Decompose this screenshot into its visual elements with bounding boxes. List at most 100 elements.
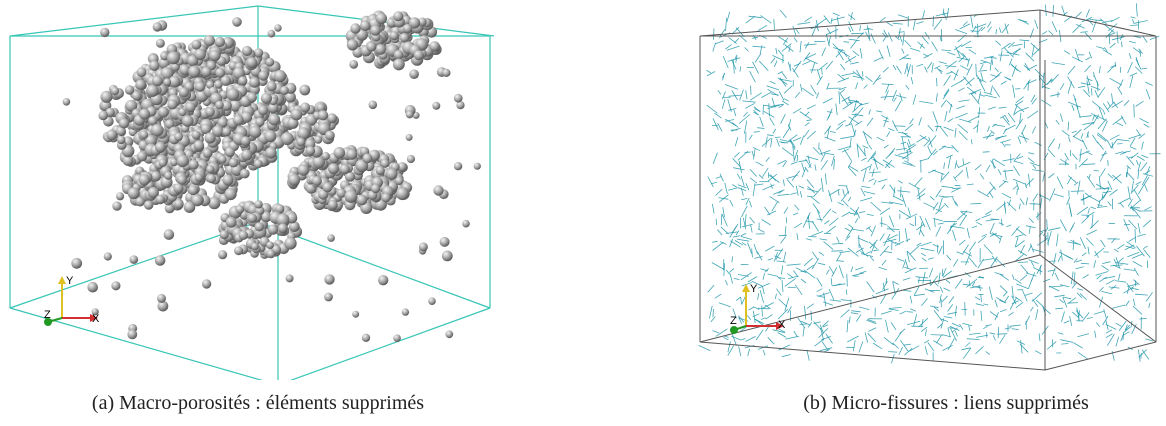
particle — [149, 60, 160, 71]
removed-link — [873, 179, 877, 186]
removed-link — [906, 142, 912, 153]
removed-link — [769, 81, 776, 85]
removed-link — [776, 288, 782, 296]
particle — [151, 123, 164, 137]
removed-link — [1028, 226, 1031, 234]
removed-link — [734, 240, 744, 246]
removed-link — [1063, 296, 1072, 300]
removed-link — [1002, 128, 1007, 135]
removed-link — [712, 240, 718, 243]
removed-link — [1111, 93, 1114, 103]
removed-link — [1070, 225, 1074, 231]
removed-link — [994, 312, 999, 321]
removed-link — [779, 141, 786, 144]
removed-link — [1071, 282, 1078, 289]
removed-link — [826, 126, 830, 139]
removed-link — [1073, 342, 1083, 349]
removed-link — [748, 134, 753, 140]
removed-link — [1145, 89, 1151, 100]
removed-link — [916, 21, 924, 25]
particle — [222, 174, 234, 186]
removed-link — [731, 256, 733, 263]
removed-link — [804, 305, 807, 320]
particle — [393, 334, 401, 343]
removed-link — [1017, 107, 1029, 112]
removed-link — [1126, 282, 1134, 293]
removed-link — [787, 273, 794, 278]
removed-link — [1004, 23, 1009, 35]
removed-link — [927, 257, 934, 260]
removed-link — [835, 103, 838, 116]
removed-link — [884, 251, 892, 254]
particle — [195, 81, 206, 92]
removed-link — [709, 305, 713, 319]
removed-link — [847, 161, 853, 168]
removed-link — [1011, 65, 1017, 77]
removed-link — [1017, 155, 1024, 160]
removed-link — [1047, 148, 1056, 158]
removed-link — [740, 175, 745, 187]
removed-link — [1081, 215, 1090, 224]
removed-link — [888, 148, 896, 157]
removed-link — [975, 63, 977, 77]
particle — [167, 99, 178, 110]
particle — [356, 194, 368, 206]
removed-link — [833, 47, 845, 52]
removed-link — [1072, 23, 1082, 33]
particle — [267, 29, 276, 38]
removed-link — [991, 159, 995, 169]
removed-link — [962, 347, 972, 360]
removed-link — [790, 161, 798, 165]
removed-link — [1012, 165, 1020, 176]
removed-link — [943, 12, 947, 21]
removed-link — [941, 171, 950, 181]
particle — [432, 101, 441, 110]
removed-link — [811, 62, 816, 74]
removed-link — [968, 241, 976, 252]
removed-link — [1127, 251, 1140, 258]
removed-link — [805, 158, 812, 168]
removed-link — [938, 222, 944, 225]
removed-link — [720, 213, 723, 225]
removed-link — [1134, 280, 1137, 287]
removed-link — [822, 97, 833, 104]
removed-link — [784, 226, 787, 236]
removed-link — [773, 252, 778, 262]
removed-link — [910, 47, 921, 52]
removed-link — [836, 123, 844, 131]
removed-link — [719, 241, 727, 245]
removed-link — [1081, 139, 1088, 150]
removed-link — [886, 225, 895, 233]
removed-link — [828, 288, 835, 300]
removed-link — [1050, 93, 1061, 97]
removed-link — [1004, 201, 1007, 214]
removed-link — [829, 131, 836, 133]
removed-link — [1029, 203, 1041, 205]
removed-link — [799, 323, 808, 325]
removed-link — [820, 160, 828, 171]
removed-link — [1075, 259, 1083, 263]
removed-link — [1132, 298, 1136, 306]
removed-link — [819, 148, 823, 157]
removed-link — [988, 286, 993, 300]
removed-link — [885, 83, 890, 93]
removed-link — [818, 150, 831, 155]
removed-link — [978, 80, 986, 92]
removed-link — [823, 292, 827, 307]
removed-link — [1042, 72, 1045, 86]
removed-link — [1102, 49, 1113, 56]
particle — [327, 234, 335, 242]
removed-link — [1027, 80, 1029, 91]
particle — [229, 99, 242, 112]
particle — [129, 255, 139, 264]
removed-link — [1052, 4, 1054, 17]
removed-link — [990, 74, 997, 77]
removed-link — [1094, 330, 1097, 338]
removed-link — [814, 338, 825, 347]
removed-link — [928, 135, 937, 146]
removed-link — [735, 230, 740, 236]
removed-link — [836, 16, 839, 26]
removed-link — [888, 307, 902, 309]
removed-link — [797, 317, 806, 329]
removed-link — [734, 54, 738, 60]
